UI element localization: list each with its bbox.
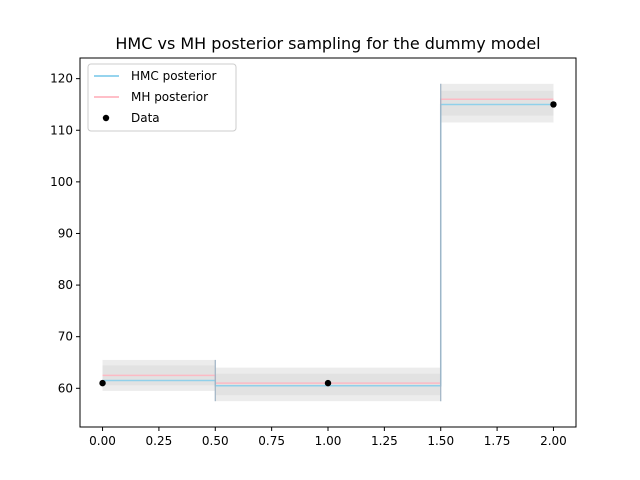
y-tick-label: 110 — [50, 123, 73, 137]
x-tick-label: 1.75 — [484, 434, 511, 448]
y-tick-label: 120 — [50, 72, 73, 86]
legend-marker-data — [102, 114, 110, 122]
posterior-spread-core — [440, 90, 554, 116]
legend-label: HMC posterior — [131, 69, 216, 83]
x-tick-label: 1.50 — [427, 434, 454, 448]
x-tick-label: 1.00 — [315, 434, 342, 448]
data-point — [550, 101, 557, 108]
y-tick-label: 90 — [58, 226, 73, 240]
plot-area — [99, 83, 557, 402]
legend-label: MH posterior — [131, 90, 208, 104]
legend-label: Data — [131, 111, 160, 125]
x-tick-label: 0.75 — [258, 434, 285, 448]
x-tick-label: 0.00 — [89, 434, 116, 448]
legend: HMC posterior MH posterior Data — [87, 63, 237, 132]
legend-box — [87, 63, 237, 132]
y-tick-label: 100 — [50, 175, 73, 189]
x-tick-label: 1.25 — [371, 434, 398, 448]
chart-title: HMC vs MH posterior sampling for the dum… — [115, 34, 540, 53]
data-point — [324, 379, 332, 387]
data-point — [99, 379, 106, 387]
x-tick-label: 0.25 — [146, 434, 173, 448]
y-tick-label: 70 — [58, 330, 73, 344]
x-tick-label: 0.50 — [202, 434, 229, 448]
x-tick-label: 2.00 — [540, 434, 567, 448]
axes: 0.00 0.25 0.50 0.75 1.00 1.25 1.50 1.75 2.00 60 70… — [50, 57, 577, 448]
y-tick-label: 60 — [58, 381, 73, 395]
y-tick-label: 80 — [58, 278, 73, 292]
